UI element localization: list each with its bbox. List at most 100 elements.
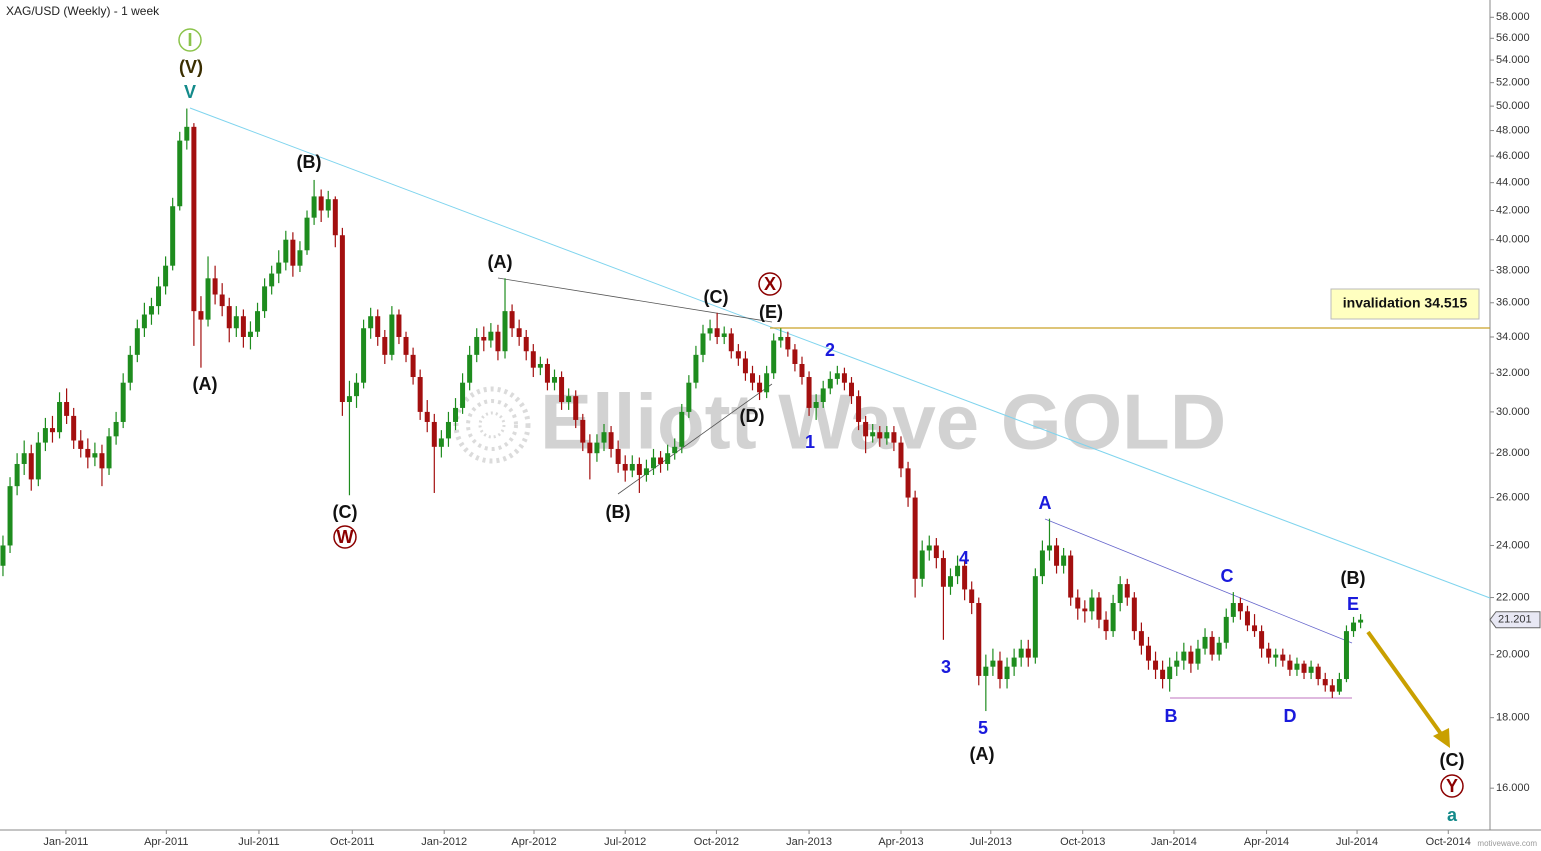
candle-body	[184, 126, 190, 141]
y-tick-label: 50.000	[1496, 100, 1530, 112]
y-tick-label: 54.000	[1496, 54, 1530, 66]
candle-body	[841, 373, 847, 383]
trend-line	[1044, 518, 1353, 644]
candle-body	[368, 316, 374, 329]
candle-body	[615, 448, 621, 464]
watermark-text: Elliott Wave GOLD	[540, 378, 1226, 466]
candle-body	[1082, 608, 1088, 612]
x-tick-label: Oct-2014	[1426, 836, 1471, 848]
x-tick-label: Apr-2013	[878, 836, 923, 848]
candle-body	[933, 545, 939, 559]
candle-body	[148, 306, 154, 315]
candle-body	[445, 421, 451, 439]
candle-body	[912, 497, 918, 579]
x-tick-label: Oct-2013	[1060, 836, 1105, 848]
wave-label: (B)	[606, 502, 631, 522]
candle-body	[1294, 663, 1300, 670]
candle-body	[1195, 648, 1201, 664]
price-tag	[1489, 611, 1541, 629]
y-tick-label: 40.000	[1496, 234, 1530, 246]
candle-body	[976, 603, 982, 676]
candle-body	[304, 217, 310, 251]
candle-body	[665, 453, 671, 464]
candle-body	[728, 333, 734, 352]
candle-body	[721, 333, 727, 337]
candle-body	[1011, 657, 1017, 667]
wave-label: X	[764, 274, 776, 294]
candle-body	[325, 199, 331, 211]
x-tick-label: Oct-2011	[330, 836, 374, 848]
candle-body	[813, 402, 819, 408]
candle-body	[283, 239, 289, 263]
wave-label: (V)	[179, 57, 203, 77]
candle-body	[1061, 555, 1067, 566]
candle-body	[806, 377, 812, 408]
candle-body	[877, 432, 883, 439]
x-tick-label: Jul-2011	[238, 836, 279, 848]
y-tick-label: 18.000	[1496, 712, 1530, 724]
candle-body	[636, 463, 642, 475]
wave-label: 4	[959, 548, 969, 568]
candle-body	[262, 286, 268, 312]
x-tick-label: Jan-2014	[1151, 836, 1197, 848]
candle-body	[389, 314, 395, 355]
x-tick-label: Apr-2011	[144, 836, 188, 848]
candle-body	[346, 396, 352, 403]
candle-body	[1117, 584, 1123, 604]
candle-body	[566, 396, 572, 403]
candle-body	[233, 316, 239, 329]
candle-body	[1039, 550, 1045, 577]
candle-body	[792, 349, 798, 364]
candle-body	[742, 358, 748, 374]
candle-body	[163, 265, 169, 287]
candle-body	[502, 311, 508, 352]
candle-body	[1358, 619, 1364, 623]
candle-body	[707, 328, 713, 334]
candle-body	[318, 196, 324, 211]
candle-body	[42, 428, 48, 443]
x-tick-label: Jul-2013	[970, 836, 1012, 848]
invalidation-box	[1330, 288, 1480, 320]
candle-body	[1153, 660, 1159, 670]
candle-body	[99, 453, 105, 469]
wave-label: (B)	[1341, 568, 1366, 588]
candle-body	[573, 396, 579, 420]
candle-body	[955, 565, 961, 577]
wave-label: (A)	[488, 252, 513, 272]
candle-body	[1259, 631, 1265, 649]
candle-body	[460, 382, 466, 408]
candle-body	[969, 589, 975, 604]
label-circle	[1440, 774, 1464, 798]
x-tick-label: Jan-2011	[43, 836, 88, 848]
candle-body	[0, 545, 6, 566]
candle-body	[1181, 651, 1187, 661]
candle-body	[1004, 666, 1010, 680]
candle-body	[757, 382, 763, 393]
candle-body	[71, 415, 77, 441]
candle-body	[205, 278, 211, 320]
y-tick-label: 24.000	[1496, 539, 1530, 551]
candle-body	[120, 382, 126, 422]
candle-body	[594, 442, 600, 454]
candle-body	[990, 660, 996, 667]
wave-label: a	[1447, 805, 1458, 825]
candle-body	[1252, 625, 1258, 632]
candle-body	[622, 463, 628, 471]
candle-body	[141, 314, 147, 329]
y-tick-label: 32.000	[1496, 367, 1530, 379]
candle-body	[57, 402, 63, 433]
candle-body	[1124, 584, 1130, 598]
candle-body	[311, 196, 317, 218]
candle-body	[764, 373, 770, 393]
candle-body	[848, 382, 854, 397]
candle-body	[884, 432, 890, 439]
candle-body	[417, 377, 423, 412]
candle-body	[1103, 619, 1109, 632]
candle-body	[1188, 651, 1194, 664]
candle-body	[827, 378, 833, 389]
wave-label: 1	[805, 432, 815, 452]
candle-body	[375, 316, 381, 337]
wave-label: Y	[1446, 776, 1458, 796]
